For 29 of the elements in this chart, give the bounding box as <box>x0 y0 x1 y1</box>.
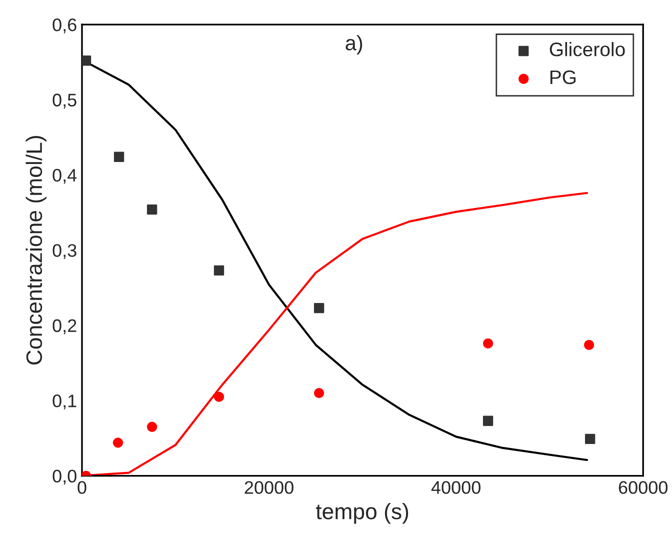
point <box>214 392 224 402</box>
point <box>146 422 158 432</box>
point <box>584 434 596 444</box>
point <box>314 388 324 398</box>
y-tick-label: 0,3 <box>52 244 76 260</box>
x-tick-label: 0 <box>78 481 86 494</box>
y-tick-label: 0,6 <box>52 18 76 34</box>
point <box>114 152 124 162</box>
point <box>314 302 324 314</box>
x-tick-label: 40000 <box>431 481 480 494</box>
y-tick-label: 0,2 <box>52 319 76 334</box>
legend-label: PG <box>550 70 576 84</box>
y-tick-label: 0,5 <box>52 94 76 109</box>
point <box>584 340 594 350</box>
point <box>146 204 158 215</box>
point <box>482 416 494 426</box>
x-axis-title: tempo (s) <box>316 503 408 524</box>
x-tick-label: 60000 <box>618 481 668 494</box>
y-tick-label: 0,4 <box>52 168 77 184</box>
annotation: a) <box>346 35 362 55</box>
point <box>214 265 224 276</box>
point <box>482 338 494 348</box>
y-tick-label: 0,1 <box>52 394 76 410</box>
y-tick-label: 0,0 <box>52 470 76 485</box>
point <box>112 438 124 448</box>
x-tick-label: 20000 <box>244 481 294 494</box>
point <box>82 56 92 66</box>
legend-label: Glicerolo <box>550 42 625 56</box>
y-axis-title: Concentrazione (mol/L) <box>26 136 46 364</box>
